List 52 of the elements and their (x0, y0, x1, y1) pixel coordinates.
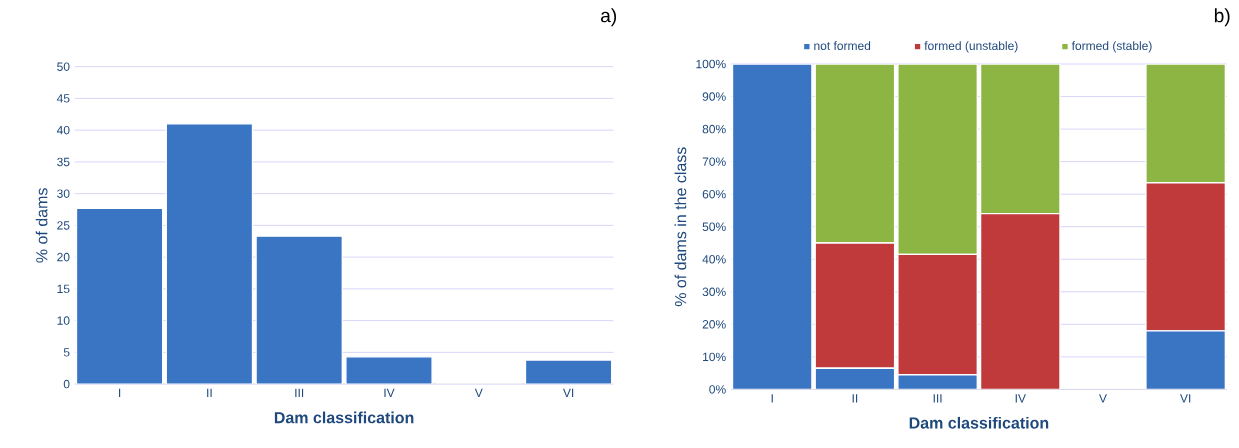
y-tick-label: 40 (56, 125, 70, 135)
x-axis-title: Dam classification (274, 411, 414, 424)
chart-title: a) (600, 8, 617, 27)
y-tick-label: 30 (57, 189, 70, 198)
y-tick-label: 100% (696, 59, 726, 69)
chart-title: b) (1214, 8, 1230, 27)
bar (75, 207, 164, 385)
bar (524, 359, 613, 385)
y-tick-label: 70% (702, 157, 726, 166)
legend-label: formed (stable) (1071, 41, 1152, 53)
y-axis-title: % of dams in the class (674, 147, 687, 307)
x-tick-label: IV (1015, 394, 1026, 403)
y-tick-label: 5 (63, 348, 70, 357)
y-tick-label: 0% (709, 385, 726, 394)
legend-label: not formed (814, 41, 871, 50)
x-tick-label: III (933, 394, 942, 403)
y-tick-label: 20 (57, 252, 70, 262)
y-tick-label: 50% (702, 222, 726, 231)
y-tick-label: 0 (63, 379, 70, 389)
bar (345, 356, 433, 385)
y-tick-label: 15 (57, 284, 70, 294)
x-tick-label: VI (1180, 394, 1191, 403)
y-tick-label: 40% (702, 254, 726, 264)
legend-label: formed (unstable) (924, 41, 1018, 53)
x-tick-label: II (207, 388, 212, 398)
bar (255, 235, 343, 385)
y-tick-label: 25 (57, 221, 70, 230)
x-tick-label: I (771, 394, 773, 403)
y-tick-label: 10% (703, 352, 726, 362)
bar (814, 367, 896, 390)
y-tick-label: 20% (702, 320, 726, 329)
y-axis-title: % of dams (35, 188, 48, 263)
y-tick-label: 10 (57, 316, 70, 325)
bar (897, 374, 978, 390)
bar (731, 63, 813, 390)
y-tick-label: 35 (57, 157, 70, 167)
x-tick-label: III (295, 388, 304, 398)
y-tick-label: 60% (702, 189, 726, 199)
x-tick-label: II (852, 394, 858, 403)
y-tick-label: 30% (702, 287, 726, 297)
x-tick-label: V (1099, 394, 1107, 403)
x-tick-label: VI (562, 388, 574, 398)
bar (165, 123, 254, 385)
y-tick-label: 90% (702, 92, 726, 101)
y-tick-label: 50 (57, 62, 70, 71)
y-tick-label: 45 (56, 94, 70, 103)
y-tick-label: 80% (702, 124, 726, 134)
x-axis-title: Dam classification (909, 416, 1049, 429)
x-tick-label: V (474, 388, 483, 398)
x-tick-label: I (119, 388, 121, 398)
x-tick-label: IV (384, 388, 395, 398)
bar (1145, 330, 1227, 390)
